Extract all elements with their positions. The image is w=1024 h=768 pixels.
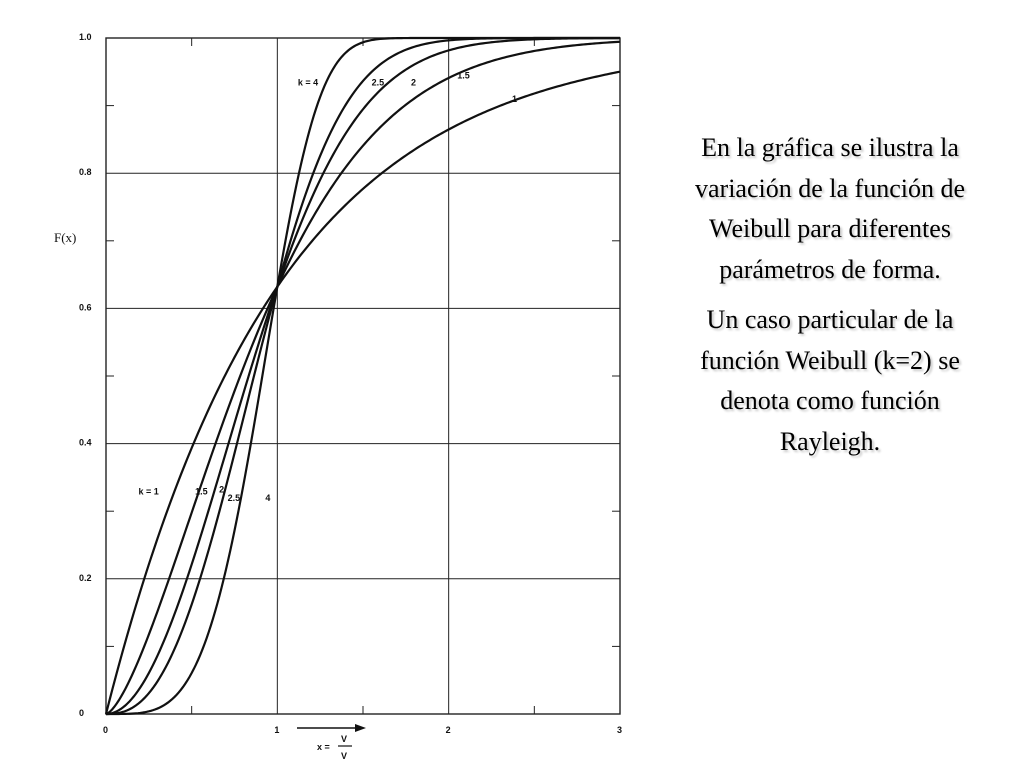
y-axis-label: F(x): [54, 230, 76, 245]
x-axis-label-numerator: V: [341, 734, 347, 744]
x-axis-label-denominator: V: [341, 751, 347, 761]
chart-ticks: 0 1 2 3 0 0.2 0.4 0.6 0.8 1.0: [79, 32, 622, 735]
curve-label-upper: 1.5: [457, 71, 470, 81]
curve-label-lower: 2: [219, 484, 224, 494]
curve-label-upper: 2.5: [372, 77, 385, 87]
x-axis-arrowhead: [355, 724, 366, 732]
explanation-text: En la gráfica se ilustra la variación de…: [688, 128, 972, 472]
chart-curve-labels: k = 4 2.5 2 1.5 1 k = 1 1.5 2 2.5 4: [139, 71, 518, 504]
curve-label-lower: 2.5: [228, 493, 241, 503]
plot-frame: [105, 37, 621, 715]
x-axis-label: x = V V: [297, 724, 366, 761]
curve-label-upper: 2: [411, 77, 416, 87]
series-line-k-1: [104, 70, 621, 715]
curve-label-upper: k = 4: [298, 77, 318, 87]
y-tick-label: 0.6: [79, 302, 92, 312]
series-line-k-1-5: [105, 40, 621, 716]
y-tick-label: 0.2: [79, 573, 92, 583]
series-line-k-4: [106, 36, 620, 716]
curve-label-upper: 1: [512, 94, 517, 104]
chart-grid: [105, 37, 621, 715]
x-tick-label: 0: [103, 725, 108, 735]
curve-label-lower: 1.5: [195, 486, 208, 496]
x-tick-label: 1: [274, 725, 279, 735]
chart-curves: [104, 36, 621, 716]
x-axis-label-lhs: x =: [317, 742, 330, 752]
y-tick-label: 0.4: [79, 438, 92, 448]
y-tick-label: 0.8: [79, 167, 92, 177]
x-tick-label: 3: [617, 725, 622, 735]
y-tick-label: 1.0: [79, 32, 92, 42]
y-tick-label: 0: [79, 708, 84, 718]
explanation-paragraph-1: En la gráfica se ilustra la variación de…: [695, 133, 965, 284]
x-tick-label: 2: [446, 725, 451, 735]
curve-label-lower: 4: [265, 493, 270, 503]
series-line-k-2: [105, 36, 621, 716]
explanation-paragraph-2: Un caso particular de la función Weibull…: [700, 305, 960, 456]
curve-label-lower: k = 1: [139, 486, 159, 496]
series-line-k-2-5: [105, 36, 620, 716]
